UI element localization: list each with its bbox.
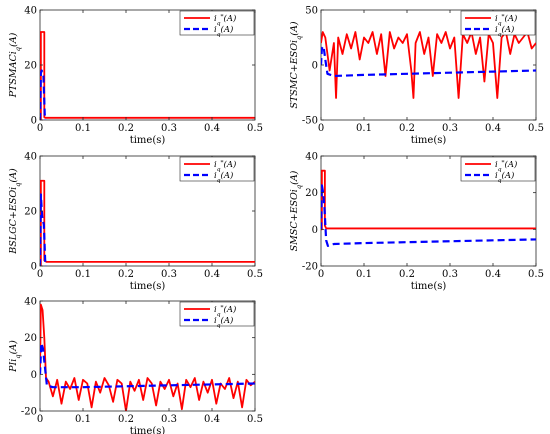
y-tick-label: 40 [24, 297, 37, 308]
y-tick-label: 40 [305, 152, 318, 163]
x-tick-label: 0.2 [118, 414, 134, 425]
x-axis-label: time(s) [411, 135, 447, 146]
series-line-2 [40, 193, 47, 266]
subplot-5: 0 0.1 0.2 0.3 0.4 0.5-2002040time(s)PIiq(A)iq… [8, 297, 263, 434]
x-tick-label: 0.5 [247, 123, 263, 134]
legend-label-2: iq(A) [214, 170, 233, 184]
y-tick-label: -20 [21, 407, 37, 418]
y-tick-label: 40 [24, 152, 37, 163]
legend: iq*(A)iq(A) [179, 10, 255, 38]
x-axis-label: time(s) [130, 135, 166, 146]
x-tick-label: 0 [318, 123, 324, 134]
y-axis-label: PIiq(A) [8, 340, 22, 373]
series-line-1 [40, 179, 255, 266]
y-axis-label: SMSC+ESOiq(A) [289, 170, 303, 251]
y-tick-label: 50 [305, 6, 318, 17]
legend-label-1: iq*(A) [495, 159, 517, 173]
x-tick-label: 0 [37, 123, 43, 134]
x-tick-label: 0 [37, 414, 43, 425]
legend-box [179, 301, 255, 327]
y-tick-label: 20 [24, 61, 37, 72]
x-tick-label: 0.1 [75, 123, 91, 134]
y-tick-label: -20 [302, 262, 318, 273]
y-tick-label: 0 [31, 262, 37, 273]
legend-label-2: iq(A) [214, 24, 233, 38]
y-axis-label: BSLGC+ESOiq(A) [8, 168, 22, 255]
x-tick-label: 0.5 [247, 269, 263, 280]
y-tick-label: 20 [305, 188, 318, 199]
x-tick-label: 0.2 [118, 123, 134, 134]
subplot-4: 0 0.1 0.2 0.3 0.4 0.5-2002040time(s)SMSC+ESOi… [289, 152, 544, 293]
y-axis-label: STSMC+ESOiq(A) [289, 21, 303, 108]
x-axis-label: time(s) [411, 281, 447, 292]
subplot-2: 0 0.1 0.2 0.3 0.4 0.5-50050time(s)STSMC+ESOiq… [289, 6, 544, 147]
x-tick-label: 0.2 [399, 123, 415, 134]
legend-label-2: iq(A) [495, 24, 514, 38]
y-axis-label: PTSMACiq(A) [8, 32, 22, 98]
series-line-1 [321, 31, 536, 99]
legend-box [179, 156, 255, 182]
y-tick-label: -50 [302, 116, 318, 127]
x-tick-label: 0.5 [528, 269, 544, 280]
x-tick-label: 0.4 [204, 269, 220, 280]
y-tick-label: 0 [312, 225, 318, 236]
legend-label-2: iq(A) [214, 315, 233, 329]
x-tick-label: 0.3 [161, 123, 177, 134]
y-tick-label: 20 [24, 207, 37, 218]
legend: iq*(A)iq(A) [460, 10, 536, 38]
series-line-2 [40, 342, 255, 389]
legend: iq*(A)iq(A) [179, 156, 255, 184]
x-tick-label: 0.5 [528, 123, 544, 134]
x-tick-label: 0 [37, 269, 43, 280]
series-group [40, 179, 255, 266]
legend: iq*(A)iq(A) [460, 156, 536, 184]
y-tick-label: 0 [31, 370, 37, 381]
y-tick-label: 40 [24, 6, 37, 17]
series-group [321, 31, 536, 99]
x-tick-label: 0.1 [356, 123, 372, 134]
series-group [40, 31, 255, 120]
x-tick-label: 0.1 [75, 414, 91, 425]
x-axis-label: time(s) [130, 426, 166, 434]
x-tick-label: 0.4 [485, 123, 501, 134]
legend-box [460, 10, 536, 36]
legend-label-1: iq*(A) [214, 13, 236, 27]
legend-label-1: iq*(A) [214, 159, 236, 173]
legend-label-1: iq*(A) [495, 13, 517, 27]
legend-box [179, 10, 255, 36]
x-tick-label: 0.2 [399, 269, 415, 280]
x-axis-label: time(s) [130, 281, 166, 292]
legend-label-2: iq(A) [495, 170, 514, 184]
x-tick-label: 0.4 [204, 414, 220, 425]
x-tick-label: 0.3 [161, 269, 177, 280]
y-tick-label: 0 [312, 61, 318, 72]
x-tick-label: 0.3 [442, 123, 458, 134]
x-tick-label: 0.4 [204, 123, 220, 134]
series-line-2 [321, 184, 536, 247]
series-line-2 [40, 69, 47, 120]
series-group [40, 303, 255, 411]
x-tick-label: 0.3 [442, 269, 458, 280]
legend: iq*(A)iq(A) [179, 301, 255, 329]
subplot-1: 0 0.1 0.2 0.3 0.4 0.5 0 20 40 time(s) PTSMACiq(A) i… [8, 6, 263, 147]
y-tick-label: 0 [31, 116, 37, 127]
x-tick-label: 0.1 [356, 269, 372, 280]
x-tick-label: 0.3 [161, 414, 177, 425]
series-line-1 [40, 31, 255, 120]
x-tick-label: 0.2 [118, 269, 134, 280]
x-tick-label: 0.1 [75, 269, 91, 280]
y-tick-label: 20 [24, 333, 37, 344]
legend-label-1: iq*(A) [214, 304, 236, 318]
x-tick-label: 0 [318, 269, 324, 280]
series-line-1 [40, 303, 255, 411]
subplot-3: 0 0.1 0.2 0.3 0.4 0.5 0 20 40 time(s) BSLGC+ESOiq(… [8, 152, 263, 293]
x-tick-label: 0.5 [247, 414, 263, 425]
x-tick-label: 0.4 [485, 269, 501, 280]
legend-box [460, 156, 536, 182]
